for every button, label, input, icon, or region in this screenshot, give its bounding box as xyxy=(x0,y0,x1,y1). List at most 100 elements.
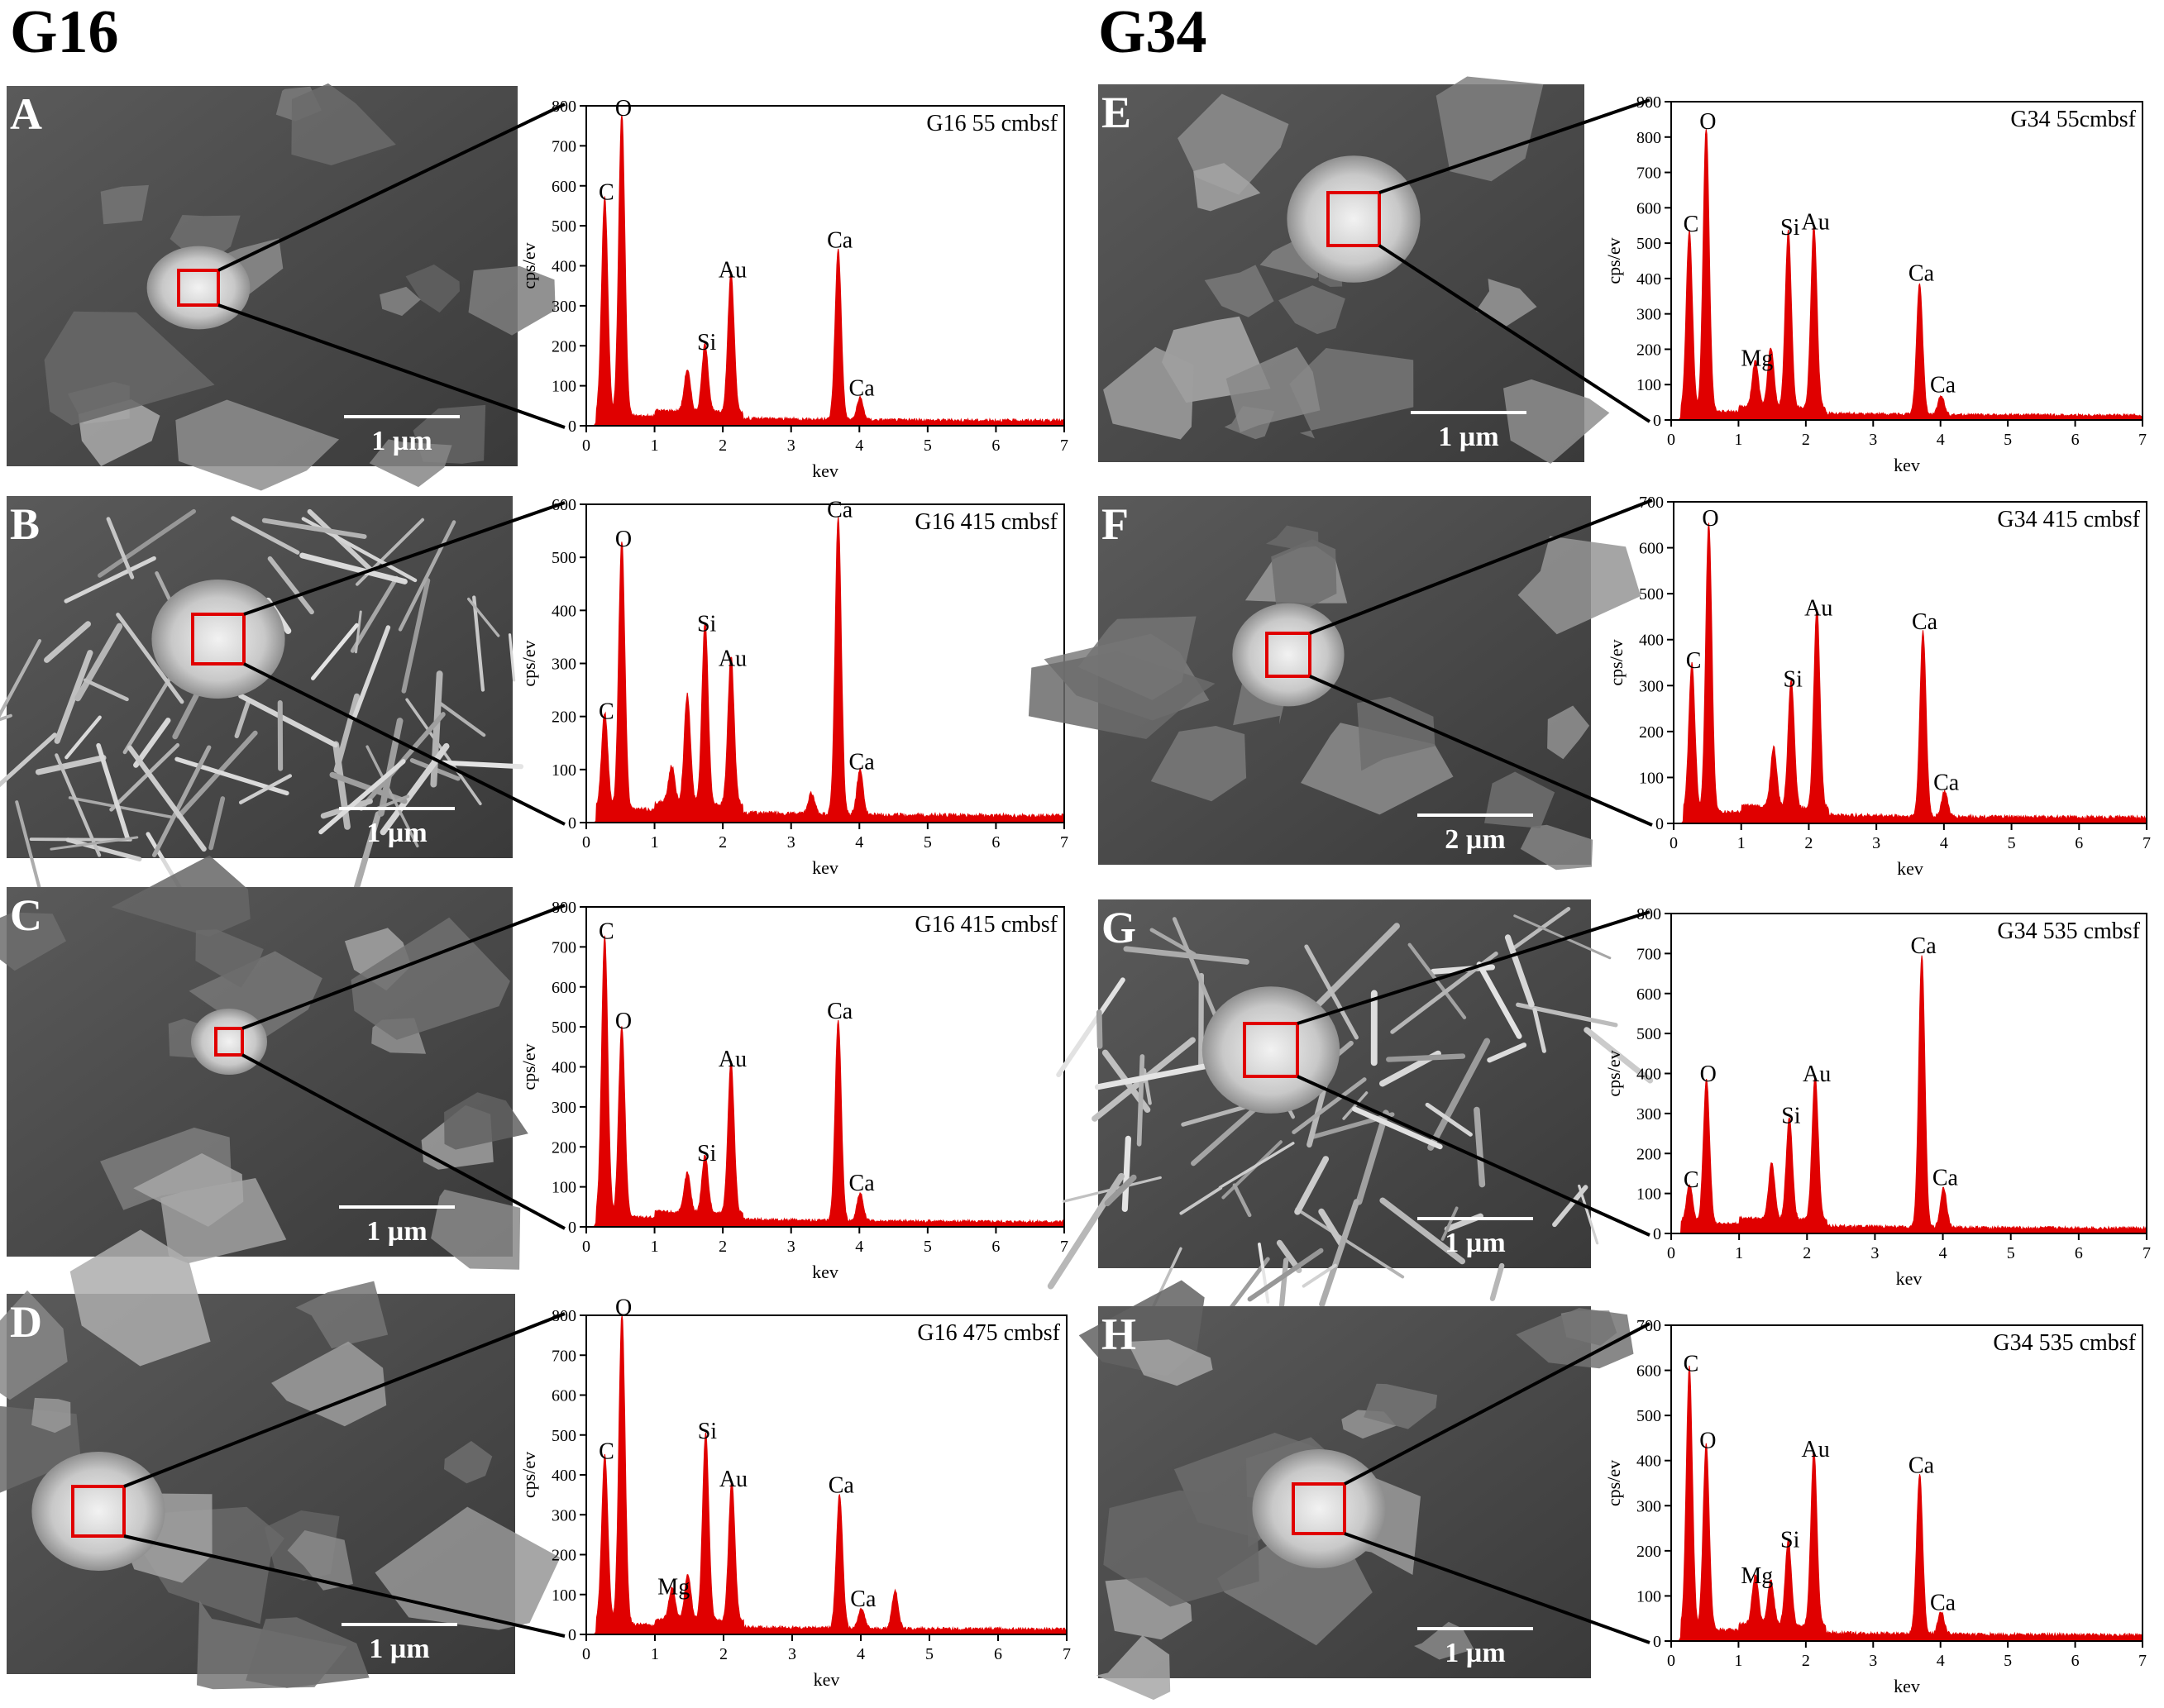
plot-frame xyxy=(1670,101,2143,421)
y-tick-label: 100 xyxy=(1639,769,1664,787)
peak-label-si: Si xyxy=(1780,215,1800,241)
crystal-needle xyxy=(466,597,500,637)
crystal-needle xyxy=(1474,1106,1486,1188)
peak-label-au: Au xyxy=(1802,1437,1830,1462)
peak-label-si: Si xyxy=(698,1419,718,1444)
mineral-flake xyxy=(1193,163,1261,212)
x-tick-label: 4 xyxy=(855,1238,863,1256)
mineral-flake xyxy=(1150,726,1247,802)
peak-label-ca: Ca xyxy=(827,999,853,1024)
crystal-needle xyxy=(1121,1135,1131,1212)
y-tick-label: 600 xyxy=(1636,199,1661,217)
y-tick-label: 200 xyxy=(1639,723,1664,742)
x-tick-label: 1 xyxy=(1734,1652,1742,1670)
crystal-needle xyxy=(234,698,251,739)
selection-box xyxy=(1243,1022,1299,1078)
y-tick-label: 400 xyxy=(1636,1066,1661,1084)
peak-label-o: O xyxy=(1700,1062,1717,1087)
y-tick-label: 300 xyxy=(552,1099,576,1117)
mineral-flake xyxy=(1364,1383,1438,1429)
y-axis-label: cps/ev xyxy=(1603,1050,1624,1096)
x-tick-label: 7 xyxy=(1060,833,1068,852)
peak-label-au: Au xyxy=(1804,595,1832,621)
peak-label-si: Si xyxy=(1780,1527,1800,1553)
mineral-flake xyxy=(380,286,421,317)
peak-label-ca: Ca xyxy=(829,1472,855,1498)
crystal-needle xyxy=(1476,961,1522,1039)
peak-label-o: O xyxy=(1699,1428,1716,1453)
zoom-connector-top xyxy=(1344,1322,1650,1486)
x-axis-label: kev xyxy=(1897,858,1923,879)
x-tick-label: 0 xyxy=(582,1238,590,1256)
crystal-needle xyxy=(176,730,258,819)
crystal-needle xyxy=(261,518,367,539)
peak-label-au: Au xyxy=(1803,1062,1831,1087)
y-tick-label: 400 xyxy=(1639,632,1664,650)
mineral-flake xyxy=(1414,1621,1474,1660)
crystal-needle xyxy=(1578,1184,1599,1245)
crystal-needle xyxy=(1584,1027,1654,1084)
crystal-needle xyxy=(441,760,524,770)
y-tick-label: 500 xyxy=(552,217,576,236)
crystal-needle xyxy=(1425,1102,1473,1137)
mineral-flake xyxy=(69,1229,211,1367)
crystal-needle xyxy=(472,595,485,692)
scale-bar-label: 1 µm xyxy=(371,426,432,456)
crystal-needle xyxy=(1096,1009,1103,1049)
y-axis-label: cps/ev xyxy=(518,1043,539,1090)
peak-label-au: Au xyxy=(719,1047,747,1072)
x-tick-label: 4 xyxy=(855,437,863,455)
spectrum-area xyxy=(586,935,1065,1228)
x-tick-label: 7 xyxy=(2138,1652,2147,1670)
crystal-needle xyxy=(1104,1174,1137,1207)
peak-label-ca: Ca xyxy=(849,375,876,401)
selection-box xyxy=(1326,191,1381,247)
crystal-needle xyxy=(68,796,175,819)
mineral-flake xyxy=(1127,1339,1213,1386)
y-axis-label: cps/ev xyxy=(1606,639,1627,685)
sem-micrograph-h: H 1 µm xyxy=(1078,1280,1634,1701)
y-tick-label: 700 xyxy=(1636,945,1661,963)
selection-box xyxy=(71,1485,126,1538)
peak-label-ca: Ca xyxy=(1908,261,1935,287)
x-tick-label: 7 xyxy=(1060,1238,1068,1256)
x-tick-label: 1 xyxy=(1735,1244,1743,1262)
y-tick-label: 200 xyxy=(552,1547,576,1565)
mineral-flake xyxy=(133,1153,244,1227)
crystal-needle xyxy=(1302,1263,1337,1288)
spectrum-area xyxy=(586,516,1065,823)
y-tick-label: 700 xyxy=(552,1347,576,1365)
crystal-needle xyxy=(151,745,212,857)
x-tick-label: 0 xyxy=(1667,1652,1675,1670)
y-tick-label: 700 xyxy=(552,137,576,155)
mineral-flake xyxy=(1096,1635,1171,1701)
x-tick-label: 5 xyxy=(2008,834,2016,852)
crystal-needle xyxy=(1123,946,1249,965)
target-grain xyxy=(1201,986,1340,1114)
eds-spectrum-e: 0 1 2 3 4 5 6 7 0 100 200 300 400 500 600 700 800 900 kev c… xyxy=(1603,93,2147,475)
x-tick-label: 6 xyxy=(991,437,1000,455)
crystal-needle xyxy=(267,556,314,615)
peak-label-c: C xyxy=(1684,1351,1699,1376)
crystal-needle xyxy=(1342,1091,1369,1120)
crystal-needle xyxy=(1304,944,1359,1040)
x-tick-label: 5 xyxy=(2007,1244,2015,1262)
x-tick-label: 7 xyxy=(1060,437,1068,455)
x-tick-label: 3 xyxy=(787,833,795,852)
zoom-connector-top xyxy=(1378,98,1650,194)
peak-label-o: O xyxy=(615,1295,632,1321)
peak-label-ca: Ca xyxy=(849,1171,876,1196)
crystal-needle xyxy=(74,623,123,702)
crystal-needle xyxy=(398,520,456,632)
x-tick-label: 4 xyxy=(1937,1652,1945,1670)
zoom-connector-top xyxy=(243,501,566,616)
x-tick-label: 3 xyxy=(1869,431,1877,449)
selection-box xyxy=(1265,632,1311,678)
crystal-needle xyxy=(401,578,431,694)
y-tick-label: 600 xyxy=(1636,985,1661,1004)
peak-label-c: C xyxy=(1686,648,1702,674)
crystal-needle xyxy=(50,836,139,851)
panel-letter-g: G xyxy=(1101,903,1136,952)
spectrum-area xyxy=(1674,522,2147,824)
crystal-needle xyxy=(354,610,362,654)
